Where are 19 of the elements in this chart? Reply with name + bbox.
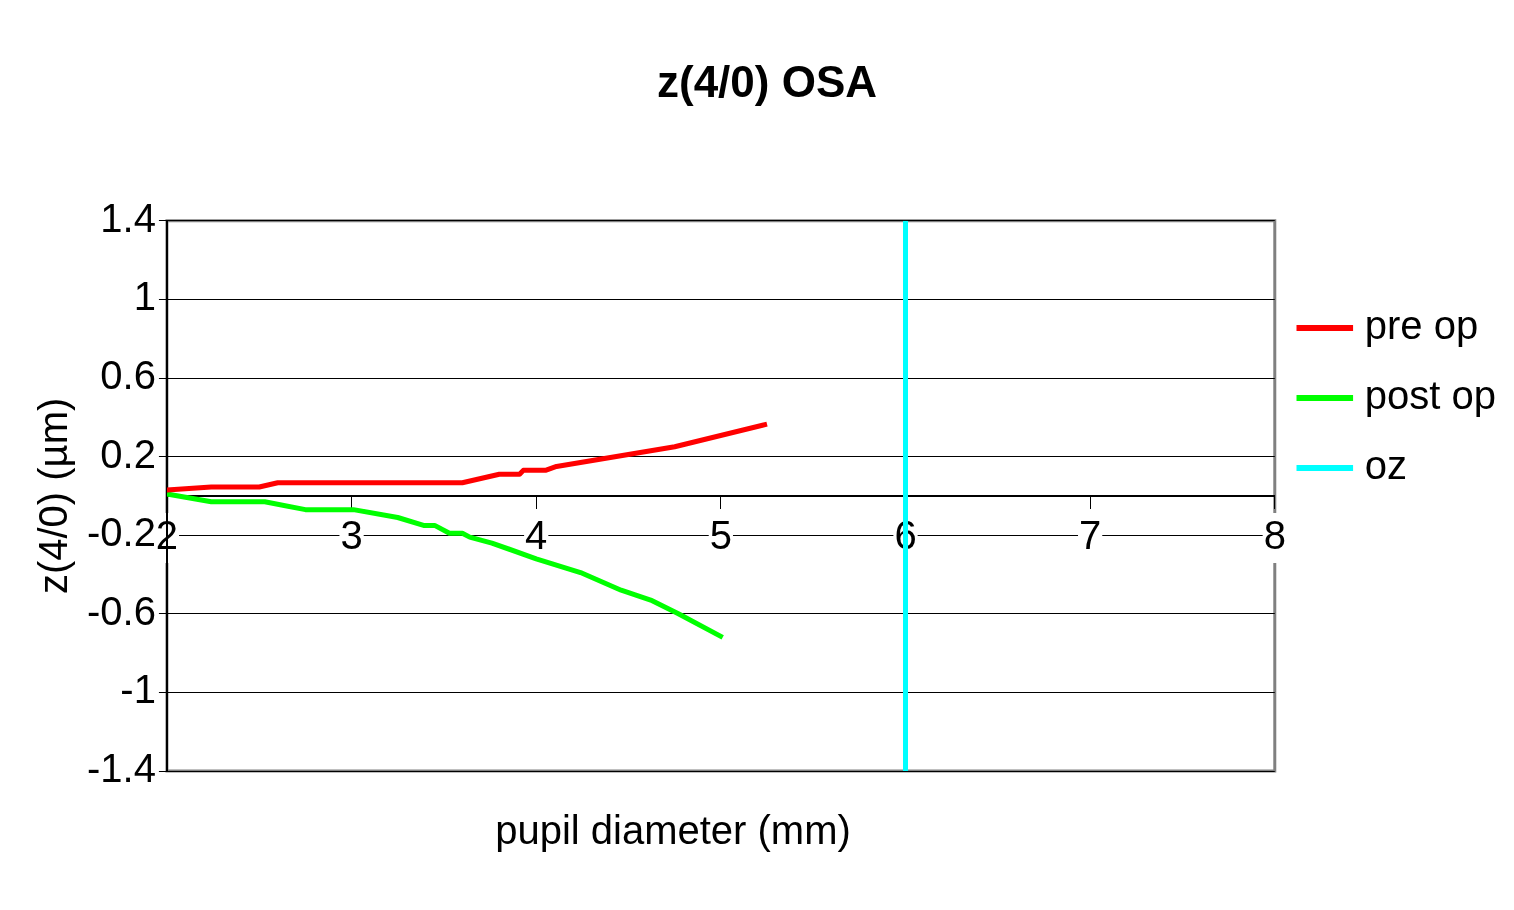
- y-tick-label: -0.2: [86, 510, 156, 555]
- legend-label: post op: [1364, 373, 1497, 418]
- legend-label: oz: [1364, 443, 1408, 488]
- chart-title: z(4/0) OSA: [656, 56, 878, 106]
- y-tick-label: -1: [120, 667, 156, 712]
- x-tick-label: 4: [525, 512, 548, 557]
- x-tick-label: 7: [1079, 512, 1102, 557]
- legend-label: pre op: [1364, 303, 1479, 348]
- y-tick-label: 1.4: [100, 195, 156, 240]
- y-tick-label: 0.6: [100, 353, 156, 398]
- y-tick-label: 1: [133, 274, 156, 319]
- x-axis-title: pupil diameter (mm): [494, 808, 852, 853]
- x-tick-label: 5: [709, 512, 732, 557]
- y-tick-label: -1.4: [86, 746, 156, 791]
- y-tick-label: -0.6: [86, 588, 156, 633]
- y-tick-label: 0.2: [100, 431, 156, 476]
- y-axis-title: z(4/0) (µm): [31, 397, 76, 595]
- x-tick-label: 8: [1263, 512, 1286, 557]
- x-tick-label: 3: [340, 512, 363, 557]
